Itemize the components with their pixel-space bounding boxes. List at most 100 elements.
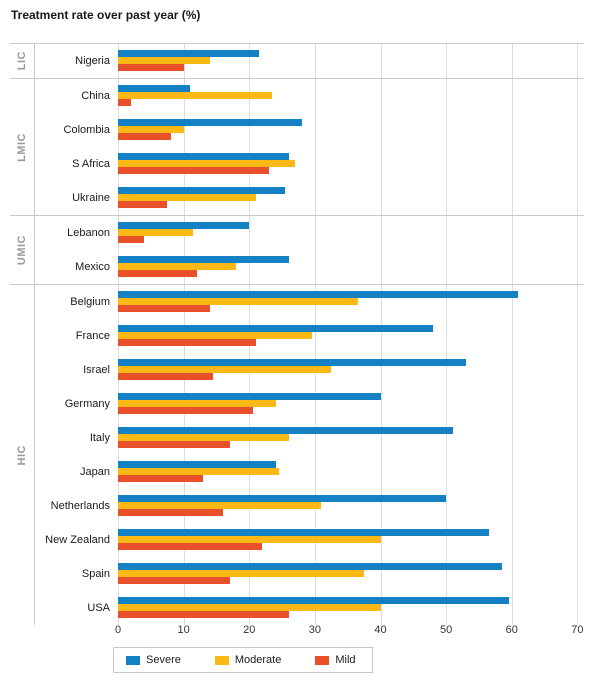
- bar-group: [118, 181, 584, 215]
- bar-group: [118, 557, 584, 591]
- mild-bar: [118, 167, 269, 174]
- severe-bar: [118, 461, 276, 468]
- x-tick-label-40: 40: [374, 624, 387, 636]
- country-row-colombia: Colombia: [35, 113, 584, 147]
- country-row-italy: Italy: [35, 421, 584, 455]
- mild-bar: [118, 611, 289, 618]
- group-lic: LIC Nigeria: [10, 43, 584, 78]
- moderate-bar: [118, 366, 332, 373]
- country-label: Italy: [89, 432, 110, 444]
- bar-group: [118, 319, 584, 353]
- group-umic: UMIC Lebanon Mexico: [10, 215, 584, 284]
- bar-group: [118, 147, 584, 181]
- moderate-bar: [118, 263, 237, 270]
- moderate-bar: [118, 57, 210, 64]
- legend-label: Moderate: [234, 654, 282, 666]
- x-axis: 0 10 20 30 40 50 60 70: [114, 624, 584, 638]
- group-label-cell-lic: LIC: [10, 43, 35, 78]
- country-label: Israel: [83, 364, 110, 376]
- severe-bar: [118, 291, 519, 298]
- group-rows-hic: Belgium France Israel Germany Italy Japan Neth…: [35, 284, 584, 625]
- mild-bar: [118, 64, 184, 71]
- country-label: Mexico: [75, 261, 110, 273]
- moderate-bar: [118, 434, 289, 441]
- group-lmic: LMIC China Colombia S Africa Ukraine: [10, 78, 584, 215]
- bar-group: [118, 79, 584, 113]
- mild-bar: [118, 373, 214, 380]
- country-row-spain: Spain: [35, 557, 584, 591]
- mild-swatch: [315, 655, 330, 665]
- group-label-hic: HIC: [16, 444, 28, 466]
- x-tick-label-50: 50: [440, 624, 453, 636]
- country-label: S Africa: [72, 158, 110, 170]
- group-label-umic: UMIC: [16, 234, 28, 266]
- severe-bar: [118, 393, 381, 400]
- legend-label: Severe: [146, 654, 181, 666]
- bar-group: [118, 353, 584, 387]
- mild-bar: [118, 270, 197, 277]
- bar-group: [118, 250, 584, 284]
- country-row-s-africa: S Africa: [35, 147, 584, 181]
- bar-group: [118, 216, 584, 250]
- bar-group: [118, 455, 584, 489]
- bar-group: [118, 489, 584, 523]
- moderate-bar: [118, 194, 256, 201]
- bar-group: [118, 44, 584, 78]
- legend: Severe Moderate Mild: [113, 647, 373, 673]
- mild-bar: [118, 543, 263, 550]
- moderate-bar: [118, 570, 365, 577]
- mild-bar: [118, 339, 256, 346]
- moderate-bar: [118, 332, 312, 339]
- country-label: Ukraine: [72, 192, 110, 204]
- severe-bar: [118, 50, 260, 57]
- mild-bar: [118, 475, 204, 482]
- x-tick-label-20: 20: [243, 624, 256, 636]
- severe-bar: [118, 153, 289, 160]
- country-label: Spain: [81, 568, 110, 580]
- country-row-japan: Japan: [35, 455, 584, 489]
- country-row-israel: Israel: [35, 353, 584, 387]
- mild-bar: [118, 305, 210, 312]
- moderate-bar: [118, 604, 381, 611]
- group-rows-lmic: China Colombia S Africa Ukraine: [35, 78, 584, 215]
- severe-bar: [118, 597, 509, 604]
- country-label: USA: [87, 602, 110, 614]
- mild-bar: [118, 99, 132, 106]
- group-label-cell-hic: HIC: [10, 284, 35, 625]
- country-label: New Zealand: [45, 534, 110, 546]
- mild-bar: [118, 407, 253, 414]
- country-row-france: France: [35, 319, 584, 353]
- severe-bar: [118, 563, 502, 570]
- bar-group: [118, 421, 584, 455]
- country-label: France: [75, 330, 110, 342]
- severe-swatch: [126, 655, 140, 665]
- legend-item-severe: Severe: [126, 654, 181, 666]
- x-tick-label-30: 30: [308, 624, 322, 636]
- x-tick-label-0: 0: [114, 624, 122, 636]
- country-row-usa: USA: [35, 591, 584, 625]
- country-row-new-zealand: New Zealand: [35, 523, 584, 557]
- country-label: Nigeria: [75, 55, 110, 67]
- mild-bar: [118, 577, 230, 584]
- severe-bar: [118, 359, 466, 366]
- legend-label: Mild: [335, 654, 356, 666]
- mild-bar: [118, 441, 230, 448]
- country-label: Colombia: [63, 124, 110, 136]
- moderate-bar: [118, 536, 381, 543]
- mild-bar: [118, 133, 171, 140]
- bar-group: [118, 387, 584, 421]
- severe-bar: [118, 187, 286, 194]
- severe-bar: [118, 529, 489, 536]
- severe-bar: [118, 325, 434, 332]
- gridline-40: [380, 43, 382, 625]
- bar-group: [118, 523, 584, 557]
- bar-chart: LIC Nigeria LMIC China Colombia S Africa Ukrai…: [10, 43, 584, 625]
- group-rows-lic: Nigeria: [35, 43, 584, 78]
- country-label: Japan: [80, 466, 110, 478]
- chart-rows: LIC Nigeria LMIC China Colombia S Africa Ukrai…: [10, 43, 584, 625]
- country-label: Belgium: [70, 296, 110, 308]
- gridline-50: [446, 43, 448, 625]
- group-label-cell-lmic: LMIC: [10, 78, 35, 215]
- moderate-swatch: [214, 655, 229, 665]
- country-label: Netherlands: [50, 500, 110, 512]
